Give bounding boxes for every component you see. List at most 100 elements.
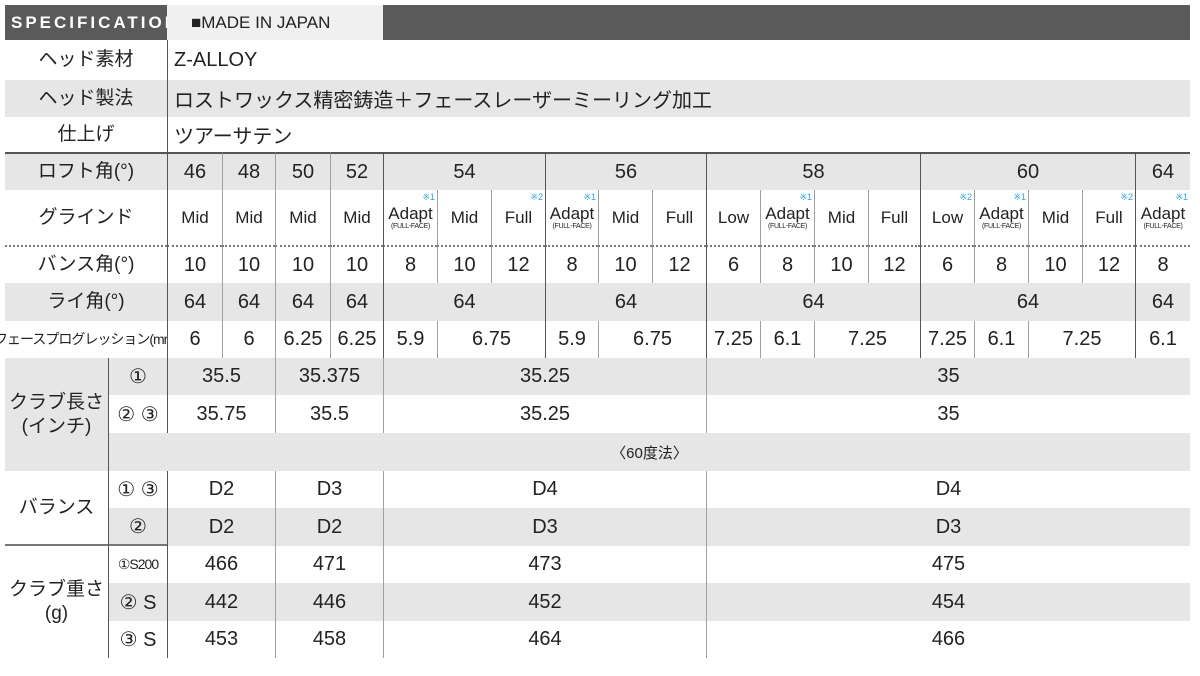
lie-value: 64: [545, 283, 706, 321]
grind-cell: Adapt (FULL-FACE) ※1: [760, 190, 814, 245]
spec-value: ロストワックス精密鋳造＋フェースレーザーミーリング加工: [167, 80, 1190, 117]
loft-value: 52: [330, 152, 383, 190]
grind-cell: Mid: [1028, 190, 1082, 245]
progression-value: 5.9: [545, 321, 598, 358]
grind-name: Adapt: [1140, 204, 1186, 223]
grind-footnote: ※2: [530, 192, 543, 202]
loft-value: 50: [275, 152, 330, 190]
progression-value: 7.25: [920, 321, 974, 358]
bounce-value: 8: [1135, 245, 1190, 283]
length-value: 35.25: [383, 395, 706, 433]
balance-value: D4: [383, 471, 706, 508]
progression-value: 6.1: [760, 321, 814, 358]
grind-footnote: ※1: [422, 192, 435, 202]
grind-cell: Adapt (FULL-FACE) ※1: [974, 190, 1028, 245]
grind-cell: Low: [706, 190, 760, 245]
grind-name: Adapt: [979, 204, 1024, 223]
bounce-value: 8: [545, 245, 598, 283]
spec-value: ツアーサテン: [167, 117, 1190, 152]
bounce-value: 10: [275, 245, 330, 283]
progression-value: 6.75: [437, 321, 545, 358]
bounce-value: 8: [974, 245, 1028, 283]
grind-name: Mid: [343, 207, 371, 227]
grind-footnote: ※1: [1175, 192, 1188, 202]
lie-value: 64: [222, 283, 275, 321]
progression-value: 5.9: [383, 321, 437, 358]
grind-footnote: ※1: [799, 192, 812, 202]
weight-value: 442: [167, 583, 275, 621]
spec-label: ヘッド素材: [5, 40, 167, 80]
grind-cell: Adapt (FULL-FACE) ※1: [1135, 190, 1190, 245]
grind-name: Mid: [235, 207, 263, 227]
progression-value: 6.25: [330, 321, 383, 358]
specification-table: SPECIFICATION ■MADE IN JAPAN ヘッド素材 Z-ALLOY ヘ…: [0, 5, 1190, 658]
loft-value: 58: [706, 152, 920, 190]
grind-name: Adapt: [765, 204, 810, 223]
weight-value: 475: [706, 546, 1190, 583]
lie-value: 64: [330, 283, 383, 321]
grind-name: Full: [880, 207, 909, 227]
weight-value: 466: [706, 621, 1190, 658]
sub-label: ②: [108, 508, 167, 546]
grind-cell: Mid: [598, 190, 652, 245]
length-value: 35: [706, 395, 1190, 433]
spec-label: 仕上げ: [5, 117, 167, 152]
bounce-value: 12: [491, 245, 545, 283]
grind-footnote: ※1: [583, 192, 596, 202]
progression-value: 6: [167, 321, 222, 358]
progression-value: 6.25: [275, 321, 330, 358]
lie-label: ライ角(°): [5, 283, 167, 321]
grind-cell: Adapt (FULL-FACE) ※1: [545, 190, 598, 245]
length-value: 35: [706, 358, 1190, 395]
club-weight-label: クラブ重さ (g): [5, 546, 108, 658]
balance-value: D2: [275, 508, 383, 546]
grind-cell: Mid: [167, 190, 222, 245]
grind-name: Mid: [827, 207, 856, 227]
bounce-label: バンス角(°): [5, 245, 167, 283]
loft-value: 54: [383, 152, 545, 190]
loft-value: 64: [1135, 152, 1190, 190]
sub-label: ① ③: [108, 471, 167, 508]
bounce-value: 6: [920, 245, 974, 283]
length-value: 35.5: [275, 395, 383, 433]
sub-label: ② S: [108, 583, 167, 621]
grind-name: Mid: [611, 207, 640, 227]
bounce-value: 10: [1028, 245, 1082, 283]
balance-value: D4: [706, 471, 1190, 508]
weight-value: 464: [383, 621, 706, 658]
progression-value: 7.25: [706, 321, 760, 358]
bounce-value: 12: [1082, 245, 1135, 283]
balance-value: D2: [167, 508, 275, 546]
grind-cell: Full: [652, 190, 706, 245]
header-bar: [383, 5, 1190, 40]
weight-value: 458: [275, 621, 383, 658]
sub-label: ①S200: [108, 546, 167, 583]
grind-cell: Adapt (FULL-FACE) ※1: [383, 190, 437, 245]
weight-value: 471: [275, 546, 383, 583]
grind-cell: Full: [868, 190, 920, 245]
grind-name: Mid: [289, 207, 317, 227]
grind-subtype: (FULL-FACE): [1143, 223, 1183, 230]
grind-name: Mid: [1041, 207, 1070, 227]
loft-value: 60: [920, 152, 1135, 190]
loft-label: ロフト角(°): [5, 152, 167, 190]
balance-value: D3: [706, 508, 1190, 546]
club-length-label: クラブ長さ (インチ): [5, 358, 108, 471]
bounce-value: 10: [437, 245, 491, 283]
bounce-value: 10: [330, 245, 383, 283]
progression-value: 6.1: [1135, 321, 1190, 358]
weight-value: 473: [383, 546, 706, 583]
loft-value: 48: [222, 152, 275, 190]
bounce-value: 12: [868, 245, 920, 283]
length-value: 35.375: [275, 358, 383, 395]
grind-cell: Mid: [222, 190, 275, 245]
weight-value: 466: [167, 546, 275, 583]
spec-value: Z-ALLOY: [167, 40, 1190, 80]
bounce-value: 10: [167, 245, 222, 283]
progression-value: 7.25: [1028, 321, 1135, 358]
grind-footnote: ※1: [1013, 192, 1026, 202]
lie-value: 64: [920, 283, 1135, 321]
lie-value: 64: [383, 283, 545, 321]
grind-subtype: (FULL-FACE): [390, 223, 431, 230]
balance-label: バランス: [5, 471, 108, 546]
